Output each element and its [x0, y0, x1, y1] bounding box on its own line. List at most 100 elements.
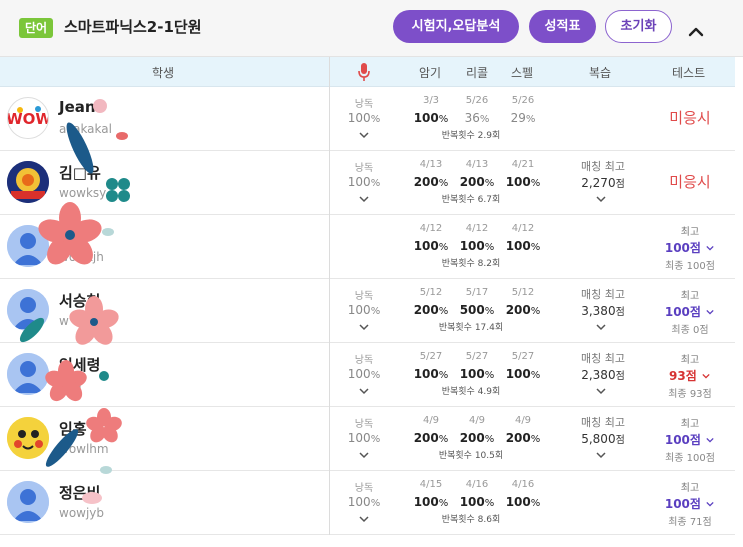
recall-date: 5/17: [465, 287, 489, 298]
chevron-down-icon[interactable]: [358, 130, 370, 140]
microphone-icon: [358, 63, 370, 81]
last-score: 최종 0점: [671, 325, 709, 336]
recall-date: 5/26: [465, 95, 489, 106]
recall-date: 4/13: [465, 159, 489, 170]
reset-button[interactable]: 초기화: [605, 10, 672, 43]
memorize-score: 200%: [413, 431, 449, 445]
read-label: 낭독: [354, 99, 374, 110]
best-label: 최고: [680, 483, 700, 494]
recall-date: 4/12: [465, 223, 489, 234]
category-badge: 단어: [19, 18, 54, 38]
memorize-score: 100%: [413, 111, 449, 125]
student-id: wowksy: [59, 186, 107, 200]
table-row[interactable]: □희 wowkjh 4/12 100% 4/12 100% 4/12 100% …: [0, 215, 735, 279]
chevron-down-icon[interactable]: [595, 322, 607, 332]
repeat-count: 반복횟수 10.5회: [438, 451, 504, 461]
student-id: akakakal: [59, 122, 112, 136]
student-name[interactable]: □희: [59, 228, 87, 246]
memorize-date: 3/3: [422, 95, 440, 106]
report-card-button[interactable]: 성적표: [529, 10, 596, 43]
student-name[interactable]: Jean: [59, 98, 96, 116]
avatar: [7, 353, 49, 395]
chevron-down-icon[interactable]: [595, 194, 607, 204]
recall-score: 200%: [459, 175, 495, 189]
spell-score: 29%: [510, 111, 536, 125]
read-label: 낭독: [354, 355, 374, 366]
review-label: 매칭 최고: [581, 288, 625, 301]
table-row[interactable]: 정은비 wowjyb 낭독 100% 4/15 100% 4/16 100% 4…: [0, 471, 735, 535]
chevron-down-icon[interactable]: [595, 450, 607, 460]
recall-score: 100%: [459, 495, 495, 509]
table-row[interactable]: 임세령 wlsr 낭독 100% 5/27 100% 5/27 100% 5/2…: [0, 343, 735, 407]
spell-score: 100%: [505, 367, 541, 381]
memorize-score: 100%: [413, 495, 449, 509]
test-analysis-button[interactable]: 시험지,오답분석: [393, 10, 519, 43]
student-name[interactable]: 임홍: [59, 420, 87, 438]
review-label: 매칭 최고: [581, 352, 625, 365]
student-id: w: [59, 314, 69, 328]
student-name[interactable]: 김□유: [59, 164, 101, 182]
best-score[interactable]: 100점: [660, 495, 720, 512]
avatar: [7, 289, 49, 331]
column-divider: [329, 57, 330, 535]
chevron-down-icon[interactable]: [358, 386, 370, 396]
spell-score: 100%: [505, 239, 541, 253]
student-id: wowlhm: [59, 442, 109, 456]
col-recall: 리콜: [466, 66, 489, 80]
col-spell: 스펠: [511, 66, 534, 80]
best-score[interactable]: 100점: [660, 239, 720, 256]
recall-score: 36%: [464, 111, 490, 125]
table-row[interactable]: 김□유 wowksy 낭독 100% 4/13 200% 4/13 200% 4…: [0, 151, 735, 215]
best-score[interactable]: 100점: [660, 303, 720, 320]
best-score[interactable]: 100점: [660, 431, 720, 448]
best-score[interactable]: 93점: [660, 367, 720, 384]
student-name[interactable]: 임세령: [59, 356, 101, 374]
best-label: 최고: [680, 227, 700, 238]
chevron-down-icon[interactable]: [358, 322, 370, 332]
table-row[interactable]: 임홍 wowlhm 낭독 100% 4/9 200% 4/9 200% 4/9 …: [0, 407, 735, 471]
review-score: 2,270점: [581, 176, 625, 190]
read-score: 100%: [347, 303, 381, 317]
chevron-down-icon[interactable]: [358, 194, 370, 204]
spell-date: 5/26: [511, 95, 535, 106]
chevron-down-icon[interactable]: [595, 386, 607, 396]
recall-date: 5/27: [465, 351, 489, 362]
col-review: 복습: [589, 66, 612, 80]
unit-header: 단어 스마트파닉스2-1단원 시험지,오답분석 성적표 초기화: [0, 0, 743, 57]
read-score: 100%: [347, 495, 381, 509]
recall-score: 100%: [459, 239, 495, 253]
review-score: 5,800점: [581, 432, 625, 446]
table-header: 학생 암기 리콜 스펠 복습 테스트: [0, 57, 735, 87]
unit-title: 스마트파닉스2-1단원: [64, 18, 202, 36]
chevron-down-icon[interactable]: [358, 514, 370, 524]
student-id: wlsr: [59, 378, 84, 392]
spell-score: 100%: [505, 495, 541, 509]
table-row[interactable]: 서승현 w 낭독 100% 5/12 200% 5/17 500% 5/12 2…: [0, 279, 735, 343]
spell-date: 4/12: [511, 223, 535, 234]
memorize-date: 4/9: [422, 415, 440, 426]
spell-score: 200%: [505, 303, 541, 317]
student-name[interactable]: 서승현: [59, 292, 101, 310]
recall-score: 200%: [459, 431, 495, 445]
student-id: wowkjh: [59, 250, 104, 264]
chevron-up-icon[interactable]: [688, 24, 704, 40]
read-label: 낭독: [354, 419, 374, 430]
best-label: 최고: [680, 355, 700, 366]
student-name[interactable]: 정은비: [59, 484, 101, 502]
spell-score: 200%: [505, 431, 541, 445]
test-status: 미응시: [669, 109, 711, 127]
repeat-count: 반복횟수 6.7회: [441, 195, 501, 205]
memorize-date: 4/12: [419, 223, 443, 234]
read-score: 100%: [347, 111, 381, 125]
read-label: 낭독: [354, 163, 374, 174]
read-score: 100%: [347, 431, 381, 445]
table-row[interactable]: WOW Jean akakakal 낭독 100% 3/3 100% 5/26 …: [0, 87, 735, 151]
student-id: wowjyb: [59, 506, 105, 520]
chevron-down-icon[interactable]: [358, 450, 370, 460]
review-label: 매칭 최고: [581, 416, 625, 429]
last-score: 최종 100점: [665, 453, 715, 464]
best-label: 최고: [680, 419, 700, 430]
review-score: 2,380점: [581, 368, 625, 382]
best-label: 최고: [680, 291, 700, 302]
read-label: 낭독: [354, 483, 374, 494]
